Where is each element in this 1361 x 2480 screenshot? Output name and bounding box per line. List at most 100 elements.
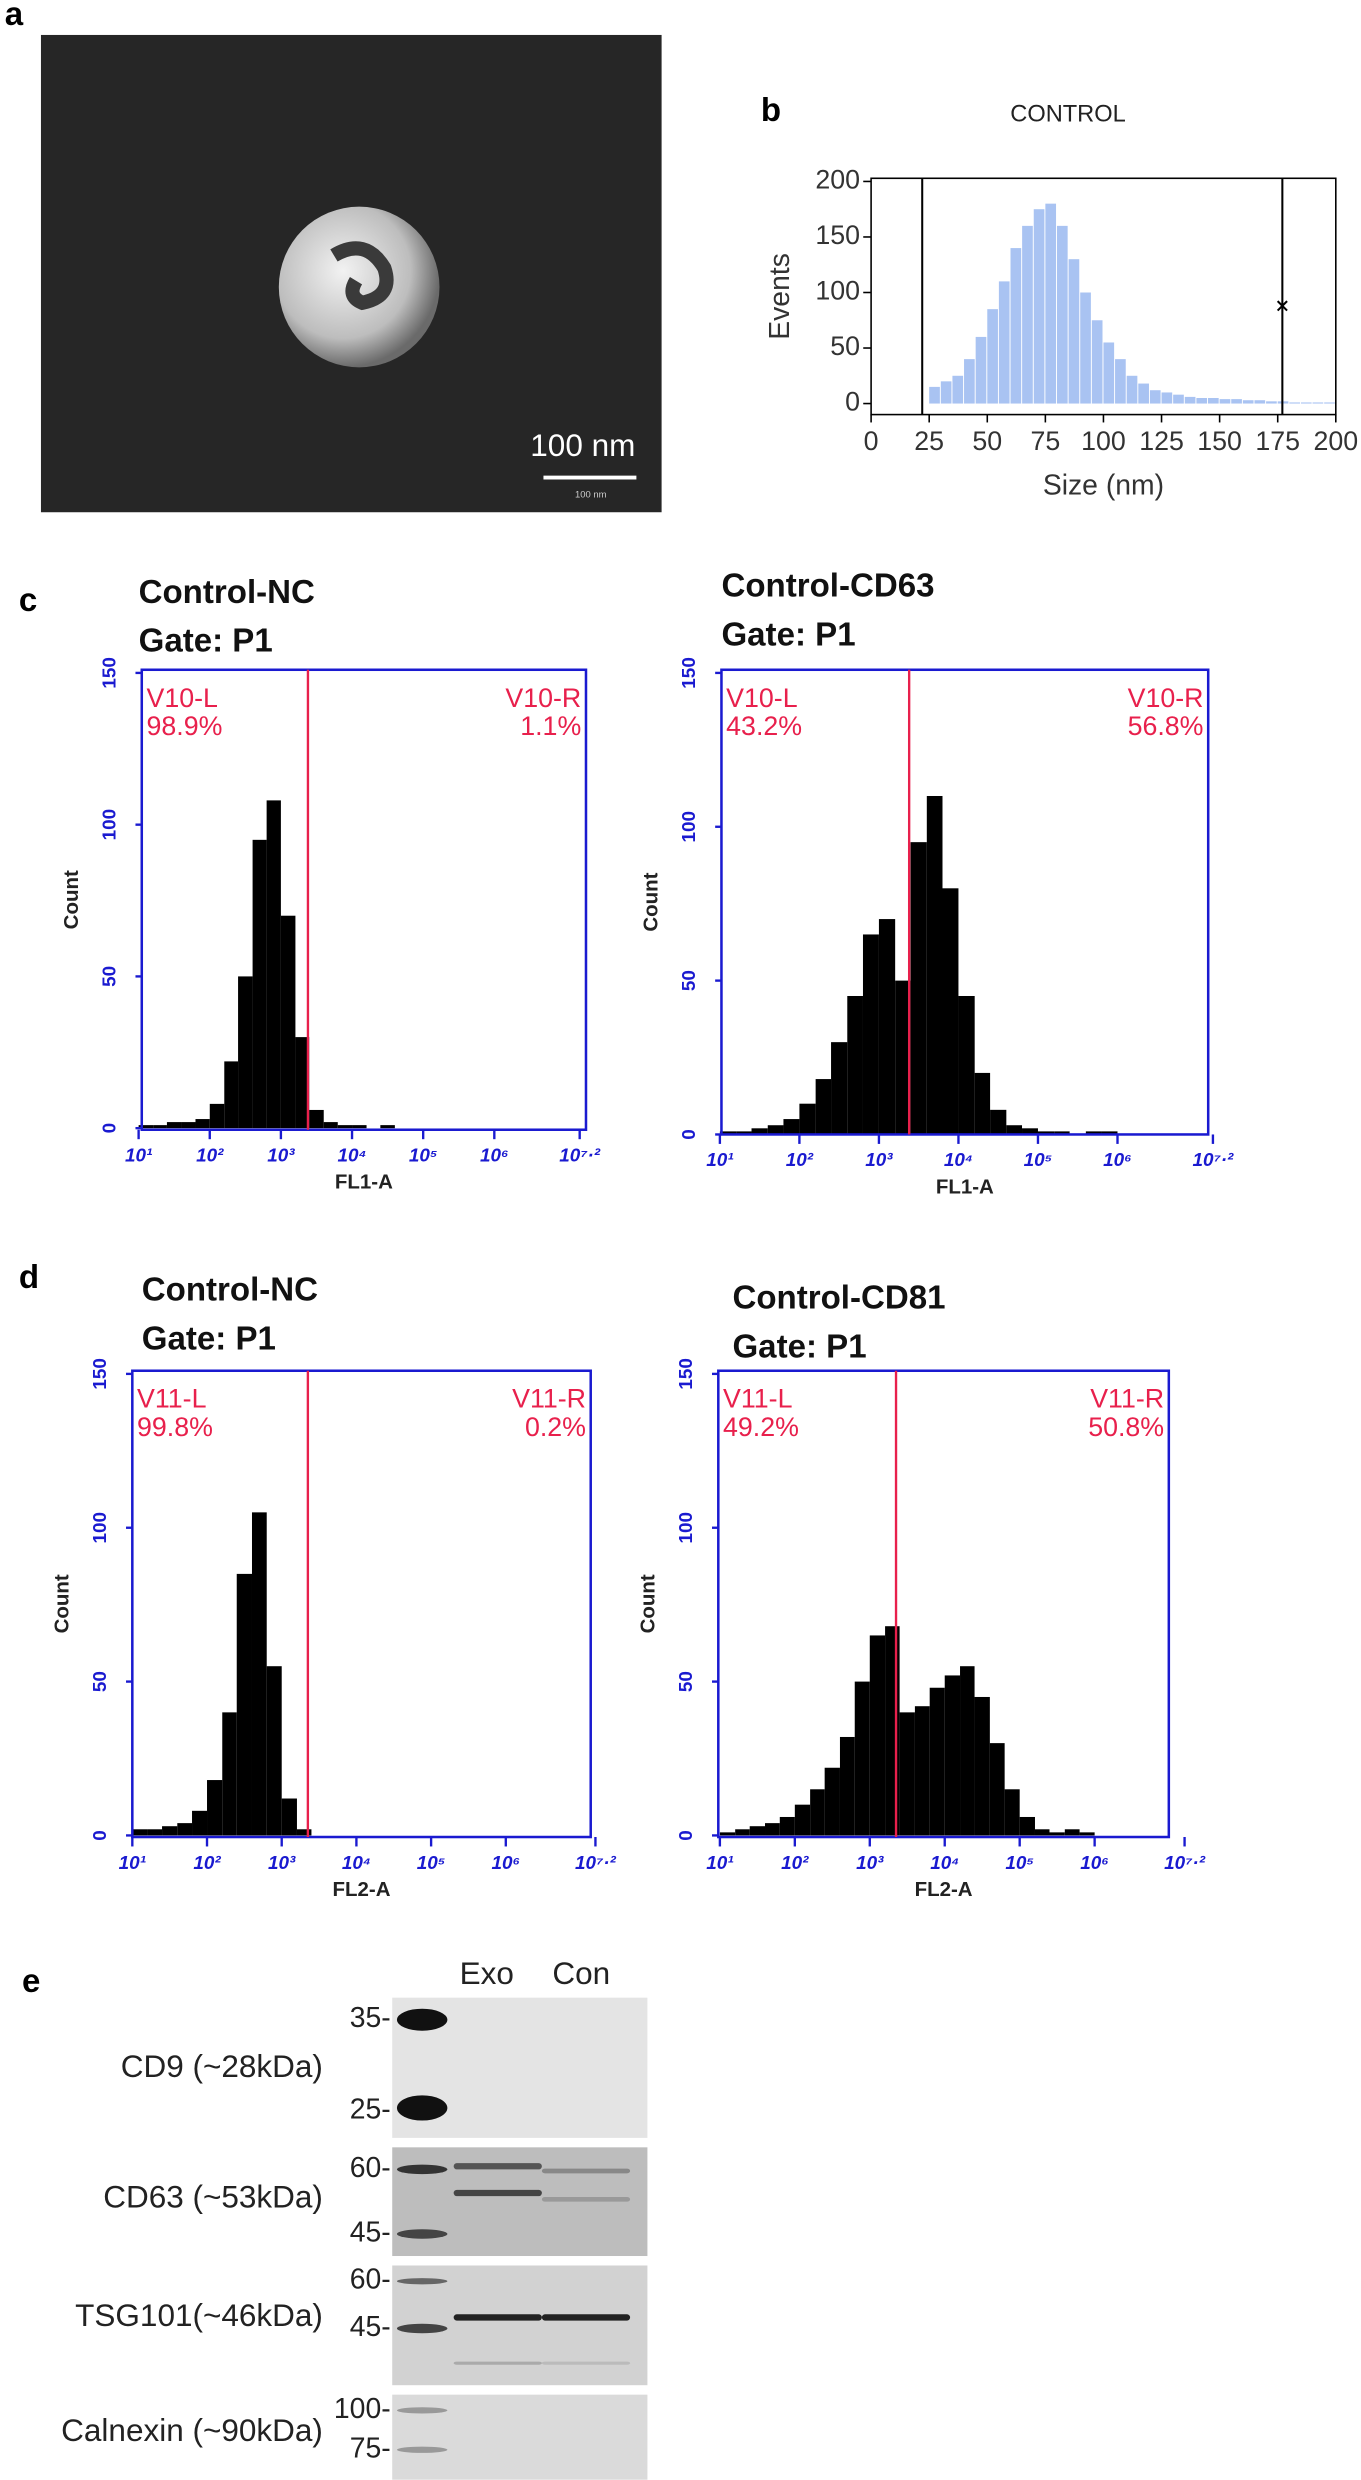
bar — [380, 1125, 395, 1129]
bar — [1149, 390, 1161, 404]
y-tick-label: 150 — [679, 657, 700, 689]
x-tick-label: 10⁷·² — [575, 1853, 617, 1874]
bar — [767, 1125, 784, 1135]
x-tick-label: 10⁴ — [930, 1853, 959, 1874]
panel-label: b — [761, 92, 781, 129]
bar — [1033, 209, 1045, 404]
bar — [810, 1789, 825, 1836]
bar — [295, 1037, 310, 1129]
bar — [824, 1767, 840, 1836]
bar — [751, 1128, 768, 1135]
chart-title: CONTROL — [1010, 102, 1125, 128]
bar — [940, 381, 952, 404]
marker-label: 35- — [350, 2002, 391, 2034]
ladder-band — [396, 2008, 448, 2031]
bar — [1019, 1816, 1035, 1836]
gate-label: V10-R — [1128, 683, 1204, 713]
x-tick-label: 10⁶ — [1080, 1853, 1109, 1874]
bar — [236, 1573, 252, 1836]
x-tick-label: 10⁵ — [409, 1146, 438, 1167]
bar — [266, 800, 281, 1129]
bar — [719, 1131, 737, 1135]
bar — [1080, 292, 1091, 404]
x-tick-label: 10³ — [267, 1146, 295, 1167]
bar — [1289, 402, 1300, 404]
chart-subtitle: Gate: P1 — [142, 1321, 276, 1358]
panel-label: d — [19, 1259, 39, 1296]
bar — [719, 1832, 736, 1836]
x-tick-label: 175 — [1255, 426, 1300, 456]
y-tick-label: 100 — [815, 276, 860, 306]
y-axis-label: Count — [60, 870, 83, 929]
bar — [280, 915, 296, 1129]
x-tick-label: 10² — [196, 1146, 224, 1167]
bar — [998, 281, 1010, 404]
y-tick-label: 100 — [99, 809, 120, 841]
chart-subtitle: Gate: P1 — [721, 616, 855, 653]
bar — [309, 1109, 324, 1129]
x-tick-label: 10¹ — [706, 1853, 734, 1874]
x-axis-label: FL2-A — [333, 1878, 391, 1901]
bar — [238, 976, 253, 1129]
marker-label: 60- — [350, 2264, 391, 2296]
bar — [899, 1712, 915, 1836]
bar — [1022, 225, 1033, 404]
bar — [207, 1780, 223, 1836]
x-tick-label: 10¹ — [119, 1853, 147, 1874]
x-tick-label: 0 — [864, 426, 879, 456]
vesicle-core — [330, 241, 394, 311]
bar — [1173, 394, 1184, 404]
bar — [1231, 399, 1242, 404]
bar — [869, 1635, 886, 1836]
bar — [1254, 400, 1266, 404]
y-axis-label: Events — [764, 253, 796, 340]
bar — [926, 795, 943, 1135]
bar — [964, 359, 975, 404]
bar — [337, 1125, 353, 1129]
gate-label: V10-R — [505, 683, 581, 713]
bar — [1056, 225, 1068, 404]
bar — [1091, 320, 1103, 404]
x-tick-label: 10⁶ — [491, 1853, 520, 1874]
bar — [735, 1829, 750, 1836]
blot — [392, 2394, 648, 2480]
y-tick-label: 50 — [679, 970, 700, 991]
marker-label: 60- — [350, 2152, 391, 2184]
bar — [1045, 203, 1057, 404]
bar — [975, 336, 987, 404]
bar — [1103, 342, 1115, 404]
bar — [862, 934, 879, 1135]
bar — [1324, 402, 1335, 404]
plot-frame — [131, 1369, 592, 1839]
gate-percent: 43.2% — [726, 711, 802, 741]
bar — [839, 1736, 855, 1836]
chart-title: Control-CD81 — [732, 1280, 945, 1317]
bar — [1004, 1789, 1020, 1836]
scale-bar-small-label: 100 nm — [575, 489, 607, 500]
y-tick-label: 0 — [679, 1129, 700, 1140]
y-tick-label: 100 — [676, 1512, 697, 1544]
bar — [1115, 359, 1126, 404]
x-tick-label: 10⁵ — [417, 1853, 446, 1874]
gate-label: V11-L — [723, 1384, 792, 1414]
bar — [1161, 392, 1173, 404]
bar — [765, 1823, 780, 1836]
gate-label: V10-L — [146, 683, 217, 713]
y-axis-label: Count — [640, 872, 663, 931]
bar — [147, 1829, 163, 1836]
gate-percent: 1.1% — [520, 711, 581, 741]
chart-title: Control-CD63 — [721, 568, 934, 605]
y-tick-label: 100 — [90, 1512, 111, 1544]
bar — [878, 919, 896, 1135]
gate-label: V11-L — [137, 1384, 206, 1414]
protein-band — [453, 2163, 542, 2170]
bar — [177, 1823, 193, 1836]
bar — [181, 1122, 196, 1129]
protein-band — [453, 2189, 542, 2197]
x-tick-label: 75 — [1030, 426, 1060, 456]
bar — [1266, 401, 1277, 404]
bar — [1219, 399, 1231, 404]
plot-frame — [720, 668, 1210, 1136]
chart-title: Control-NC — [139, 574, 315, 611]
